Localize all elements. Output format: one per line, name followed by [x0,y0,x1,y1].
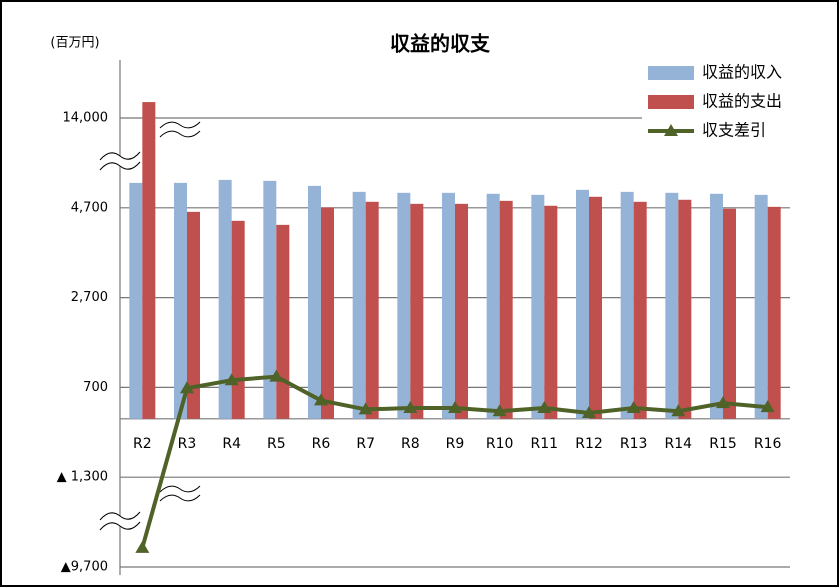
bar [665,192,679,419]
bar [767,206,781,419]
legend-swatch [648,95,694,109]
bar [352,191,366,419]
x-tick-label: R11 [531,436,559,452]
x-tick-label: R15 [709,436,737,452]
bar [231,220,245,419]
bar [544,205,558,419]
break-mask [160,122,200,137]
bar [455,203,468,419]
bar [531,194,545,419]
x-tick-label: R12 [575,436,603,452]
break-mask [100,152,140,170]
bar [129,182,143,419]
marker [716,396,730,409]
marker [269,369,284,382]
y-tick-label: 14,000 [63,111,109,126]
marker [582,405,596,418]
bar [710,193,723,419]
break-mark [99,151,141,171]
marker [760,400,775,413]
x-tick-label: R6 [312,436,331,452]
bar [187,211,200,419]
y-tick-label: 2,700 [71,290,108,305]
x-tick-label: R4 [222,436,241,452]
bar [365,201,379,419]
marker [403,401,418,414]
bar [263,180,277,419]
unit-label: (百万円) [50,36,99,51]
bar [754,194,768,419]
x-tick-label: R14 [665,436,693,452]
bars [129,102,781,419]
break-mask [100,512,140,530]
bar [499,200,513,419]
bar [397,192,411,419]
bar [174,182,187,419]
marker [314,393,328,406]
x-tick-label: R13 [620,436,648,452]
legend-swatch [648,66,694,80]
y-tick-label: 4,700 [71,200,108,215]
chart-title: 収益的収支 [390,32,491,56]
bar [410,203,424,419]
marker [180,381,194,394]
bar [142,102,156,419]
axis-breaks [99,121,201,531]
break-mark [99,511,141,531]
break-mark [159,485,201,502]
bar [321,207,334,419]
marker [537,401,552,414]
x-tick-label: R10 [486,436,514,452]
break-mark [159,121,201,138]
x-tick-label: R9 [446,436,465,452]
legend-label: 収益的支出 [702,92,782,111]
break-mask [160,486,200,501]
bar [678,199,692,419]
bar [442,192,455,419]
legend-marker [664,124,678,136]
marker [135,540,150,553]
x-tick-label: R3 [178,436,197,452]
x-tick-label: R5 [267,436,286,452]
y-tick-label: ▲ 1,300 [57,470,108,485]
marker [671,404,686,417]
bar [276,224,290,419]
bar [218,179,232,419]
x-tick-label: R2 [133,436,152,452]
bar [576,189,589,419]
y-tick-label: 700 [83,380,108,395]
lines [135,369,775,553]
marker [224,373,239,386]
legend-label: 収益的収入 [702,63,782,82]
bar [486,193,500,419]
legend-label: 収支差引 [702,121,766,140]
marker [626,401,641,414]
bar [620,191,634,419]
marker [448,401,462,414]
bar [633,201,647,419]
y-tick-label: ▲9,700 [61,560,108,575]
bar [589,196,602,419]
bar [308,185,321,419]
x-tick-label: R16 [754,436,782,452]
x-tick-label: R8 [401,436,420,452]
marker [358,402,373,415]
marker [492,404,507,417]
bar [723,208,736,419]
x-tick-label: R7 [356,436,375,452]
